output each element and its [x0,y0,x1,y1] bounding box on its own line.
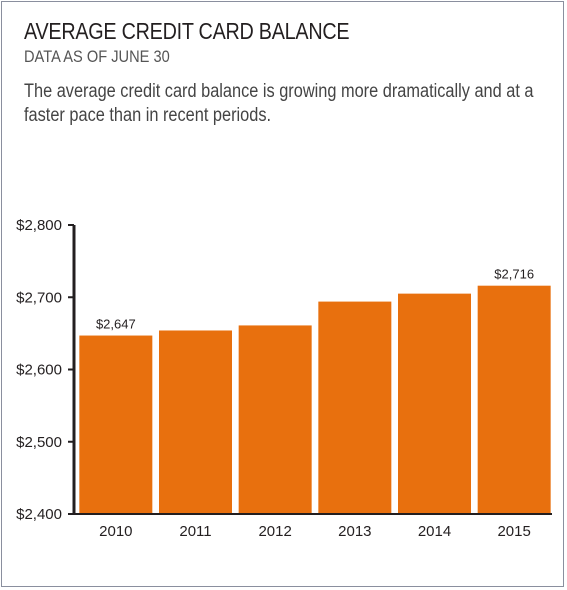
bar-2010 [79,335,153,514]
y-tick-label: $2,800 [16,217,62,234]
data-labels: $2,647 $2,716 [96,267,534,332]
x-axis-labels: 2010 2011 2012 2013 2014 2015 [99,523,531,540]
x-tick-label: 2014 [418,523,451,540]
chart-title: AVERAGE CREDIT CARD BALANCE [24,18,350,44]
x-tick-label: 2015 [497,523,530,540]
y-tick-label: $2,400 [16,506,62,523]
bar-2011 [159,330,232,514]
y-axis-ticks: $2,400 $2,500 $2,600 $2,700 $2,800 [16,217,74,523]
data-label-2010: $2,647 [96,317,136,332]
x-tick-label: 2010 [99,523,132,540]
chart-subtitle: DATA AS OF JUNE 30 [24,47,170,66]
bar-2014 [398,293,471,514]
bar-2013 [318,301,392,514]
y-tick-label: $2,700 [16,289,62,306]
x-tick-label: 2011 [179,523,211,540]
y-tick-label: $2,500 [16,434,62,451]
bar-2012 [238,325,312,514]
data-label-2015: $2,716 [494,267,534,282]
chart-description: The average credit card balance is growi… [24,81,534,126]
y-tick-label: $2,600 [16,362,62,379]
x-tick-label: 2012 [258,523,291,540]
bar-2015 [477,285,551,514]
x-tick-label: 2013 [338,523,371,540]
bars [79,285,551,514]
